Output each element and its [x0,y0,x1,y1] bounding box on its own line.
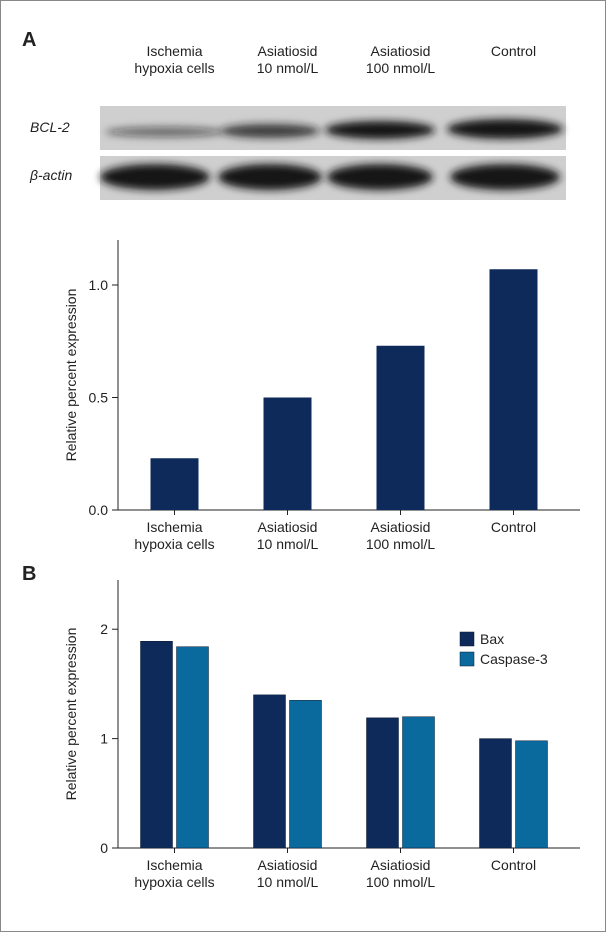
y-tick-label: 0.5 [89,390,109,406]
blot-row-label: β-actin [29,167,72,183]
bar [516,741,548,848]
bar [490,269,538,510]
y-tick-label: 0.0 [89,502,109,518]
panel-label: B [22,563,36,585]
bar [141,641,173,848]
x-tick-label: Control [491,857,536,873]
bar [377,346,425,510]
legend-label: Bax [480,631,504,647]
y-tick-label: 2 [100,621,108,637]
y-tick-label: 0 [100,840,108,856]
bar [264,398,312,511]
legend-label: Caspase-3 [480,651,548,667]
y-axis-label: Relative percent expression [63,289,79,462]
bar [254,695,286,848]
panel-label: A [22,29,36,51]
blot-row-label: BCL-2 [30,119,70,135]
x-tick-label: Control [491,519,536,535]
bar [151,458,199,510]
y-tick-label: 1.0 [89,277,109,293]
bar [290,700,322,848]
figure: A B BCL-2 β-actin Ischemiahypoxia cells A… [0,0,606,932]
bar [177,647,209,848]
blot-image [100,106,566,200]
bar [403,717,435,848]
y-tick-label: 1 [100,731,108,747]
y-axis-label: Relative percent expression [63,628,79,801]
legend-swatch [460,632,474,646]
bar [480,739,512,848]
blot-column-label: Control [491,43,536,59]
legend-swatch [460,652,474,666]
bar [367,718,399,848]
